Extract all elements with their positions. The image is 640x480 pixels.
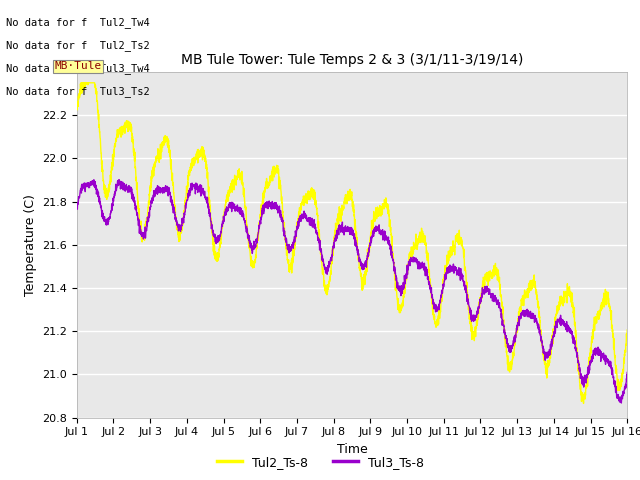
Tul3_Ts-8 <box>612 391 620 396</box>
Tul2_Ts-8 <box>136 219 143 225</box>
Tul2_Ts-8 <box>73 102 81 108</box>
Tul3_Ts-8 <box>618 400 625 406</box>
Tul2_Ts-8 <box>554 303 561 309</box>
Text: MB·Tule: MB·Tule <box>54 61 102 72</box>
Tul2_Ts-8 <box>308 185 316 191</box>
Line: Tul3_Ts-8: Tul3_Ts-8 <box>77 180 627 403</box>
Tul2_Ts-8 <box>580 400 588 406</box>
Tul3_Ts-8 <box>554 323 561 328</box>
Title: MB Tule Tower: Tule Temps 2 & 3 (3/1/11-3/19/14): MB Tule Tower: Tule Temps 2 & 3 (3/1/11-… <box>181 53 523 67</box>
Tul2_Ts-8 <box>77 80 85 86</box>
Y-axis label: Temperature (C): Temperature (C) <box>24 194 36 296</box>
Tul3_Ts-8 <box>308 216 316 221</box>
Tul3_Ts-8 <box>284 247 292 252</box>
Text: No data for f  Tul3_Ts2: No data for f Tul3_Ts2 <box>6 86 150 97</box>
Tul2_Ts-8 <box>168 170 176 176</box>
Tul3_Ts-8 <box>115 177 123 182</box>
Tul2_Ts-8 <box>613 371 621 377</box>
Tul3_Ts-8 <box>168 199 176 205</box>
Text: No data for f  Tul3_Tw4: No data for f Tul3_Tw4 <box>6 63 150 74</box>
Text: No data for f  Tul2_Tw4: No data for f Tul2_Tw4 <box>6 17 150 28</box>
Line: Tul2_Ts-8: Tul2_Ts-8 <box>77 83 627 403</box>
Legend: Tul2_Ts-8, Tul3_Ts-8: Tul2_Ts-8, Tul3_Ts-8 <box>211 451 429 474</box>
Tul3_Ts-8 <box>623 370 631 375</box>
Text: No data for f  Tul2_Ts2: No data for f Tul2_Ts2 <box>6 40 150 51</box>
Tul2_Ts-8 <box>623 327 631 333</box>
Tul3_Ts-8 <box>136 223 143 229</box>
X-axis label: Time: Time <box>337 443 367 456</box>
Tul2_Ts-8 <box>284 259 292 265</box>
Tul3_Ts-8 <box>73 203 81 209</box>
